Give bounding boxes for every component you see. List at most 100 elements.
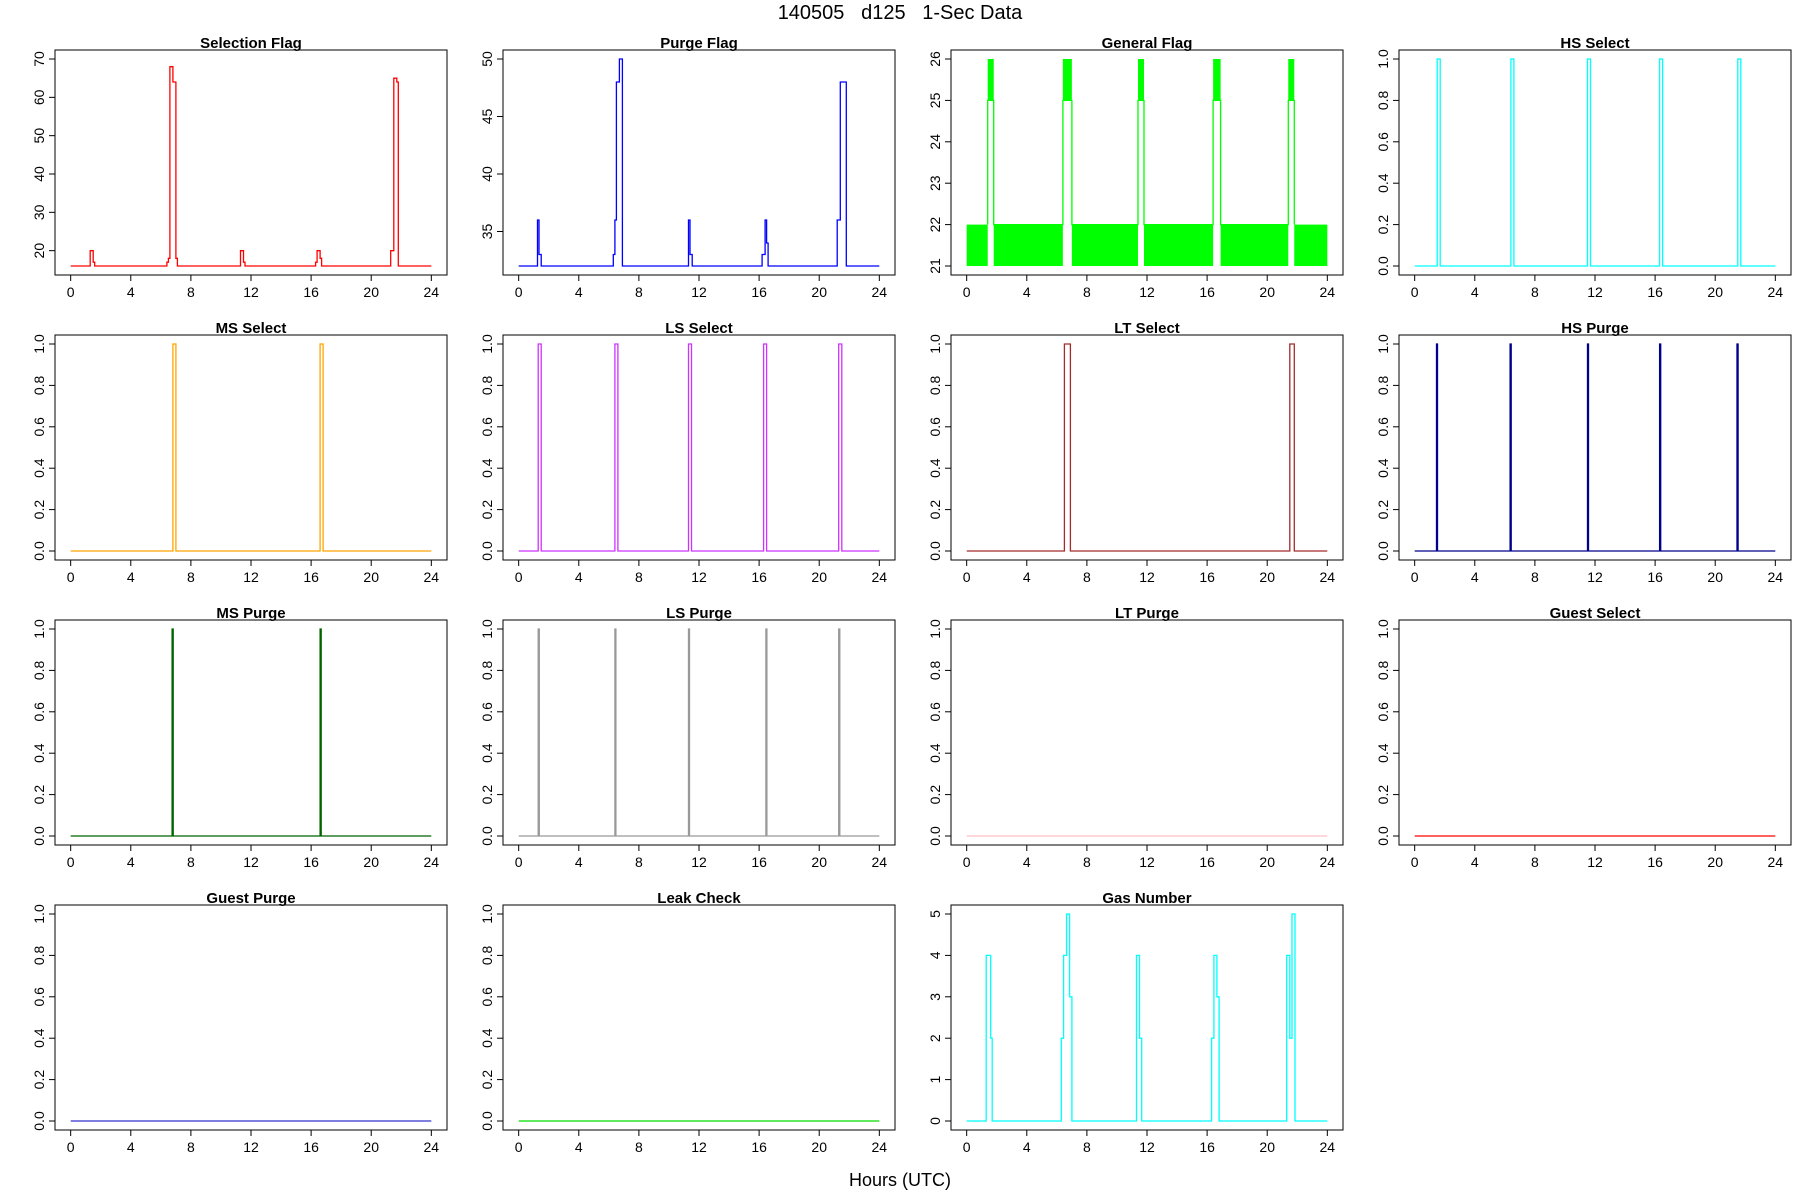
x-tick-label: 0 [1411,569,1419,585]
y-tick-label: 30 [31,204,47,220]
x-tick-label: 0 [515,569,523,585]
x-tick-label: 0 [67,284,75,300]
y-tick-label: 0.4 [927,743,943,763]
x-tick-label: 24 [1320,284,1336,300]
x-tick-label: 16 [1199,1139,1215,1155]
x-tick-label: 12 [691,1139,707,1155]
x-tick-label: 4 [575,1139,583,1155]
data-band [966,224,988,266]
x-tick-label: 20 [1259,854,1275,870]
y-tick-label: 0.8 [1375,90,1391,110]
y-tick-label: 1.0 [479,904,495,924]
x-tick-label: 24 [1768,854,1784,870]
x-tick-label: 8 [1083,284,1091,300]
y-tick-label: 25 [927,92,943,108]
y-tick-label: 0.2 [31,500,47,520]
y-tick-label: 0.6 [1375,132,1391,152]
x-tick-label: 0 [515,854,523,870]
plot-frame [54,334,448,561]
plot-frame [502,334,896,561]
y-tick-label: 21 [927,258,943,274]
y-tick-label: 0.2 [31,1070,47,1090]
x-tick-label: 20 [1259,284,1275,300]
data-band [993,224,1063,266]
x-tick-label: 24 [872,1139,888,1155]
x-tick-label: 12 [243,284,259,300]
y-tick-label: 0.6 [31,702,47,722]
x-tick-label: 0 [963,569,971,585]
x-tick-label: 4 [1471,854,1479,870]
y-tick-label: 0.6 [31,417,47,437]
plot-frame [1398,49,1792,276]
x-axis-label: Hours (UTC) [849,1170,951,1190]
panel-1: Selection Flag 0 4 8 12 16 20 24 20 30 40 50 60 70 [31,35,448,300]
plot-frame [54,904,448,1131]
y-tick-label: 0.0 [1375,541,1391,561]
x-tick-label: 16 [1647,569,1663,585]
y-tick-label: 0.8 [1375,375,1391,395]
panel-title: Leak Check [657,890,741,907]
x-tick-label: 0 [1411,284,1419,300]
y-tick-label: 1.0 [479,619,495,639]
x-tick-label: 24 [872,569,888,585]
y-tick-label: 1.0 [1375,619,1391,639]
x-tick-label: 24 [1320,1139,1336,1155]
x-tick-label: 24 [424,1139,440,1155]
y-tick-label: 0.0 [1375,826,1391,846]
series-line [987,99,1295,226]
panel-title: Gas Number [1102,890,1191,907]
x-tick-label: 16 [751,1139,767,1155]
x-tick-label: 16 [303,569,319,585]
x-tick-label: 12 [691,284,707,300]
x-tick-label: 4 [1471,569,1479,585]
y-tick-label: 0.6 [1375,702,1391,722]
plot-frame [54,49,448,276]
y-tick-label: 1.0 [479,334,495,354]
y-tick-label: 0.8 [479,660,495,680]
x-tick-label: 24 [1320,854,1336,870]
x-tick-label: 8 [187,569,195,585]
plot-frame [502,49,896,276]
x-tick-label: 20 [363,284,379,300]
panel-title: LS Purge [666,605,732,622]
y-tick-label: 0.8 [31,945,47,965]
x-tick-label: 12 [243,1139,259,1155]
y-tick-label: 0.2 [1375,500,1391,520]
y-tick-label: 0.8 [927,375,943,395]
y-tick-label: 0.4 [1375,173,1391,193]
data-band [1288,59,1295,101]
y-tick-label: 40 [31,166,47,182]
y-tick-label: 0.4 [479,458,495,478]
plot-frame [54,619,448,846]
x-tick-label: 20 [811,569,827,585]
x-tick-label: 0 [515,284,523,300]
plot-frame [502,619,896,846]
x-tick-label: 24 [872,284,888,300]
y-tick-label: 0.4 [1375,743,1391,763]
x-tick-label: 8 [187,854,195,870]
panel-title: LT Purge [1115,605,1179,622]
y-tick-label: 0.8 [479,945,495,965]
plot-frame [502,904,896,1131]
y-tick-label: 0.2 [927,785,943,805]
x-tick-label: 8 [1083,1139,1091,1155]
x-tick-label: 0 [515,1139,523,1155]
x-tick-label: 8 [187,284,195,300]
x-tick-label: 16 [1199,569,1215,585]
y-tick-label: 0.2 [1375,785,1391,805]
x-tick-label: 4 [1471,284,1479,300]
data-band [1213,59,1221,101]
y-tick-label: 22 [927,217,943,233]
x-tick-label: 4 [127,284,135,300]
x-tick-label: 24 [424,569,440,585]
x-tick-label: 16 [751,569,767,585]
y-tick-label: 0.6 [927,702,943,722]
panel-4: HS Select 0 4 8 12 16 20 24 0.0 0.2 0.4 0.6 0.8 1.0 [1375,35,1792,300]
x-tick-label: 20 [363,569,379,585]
y-tick-label: 35 [479,224,495,240]
panel-7: LT Select 0 4 8 12 16 20 24 0.0 0.2 0.4 0.6 0.8 1.0 [927,320,1344,585]
y-tick-label: 0.4 [479,743,495,763]
y-tick-label: 40 [479,166,495,182]
y-tick-label: 0.4 [31,458,47,478]
panel-title: Selection Flag [200,35,302,52]
